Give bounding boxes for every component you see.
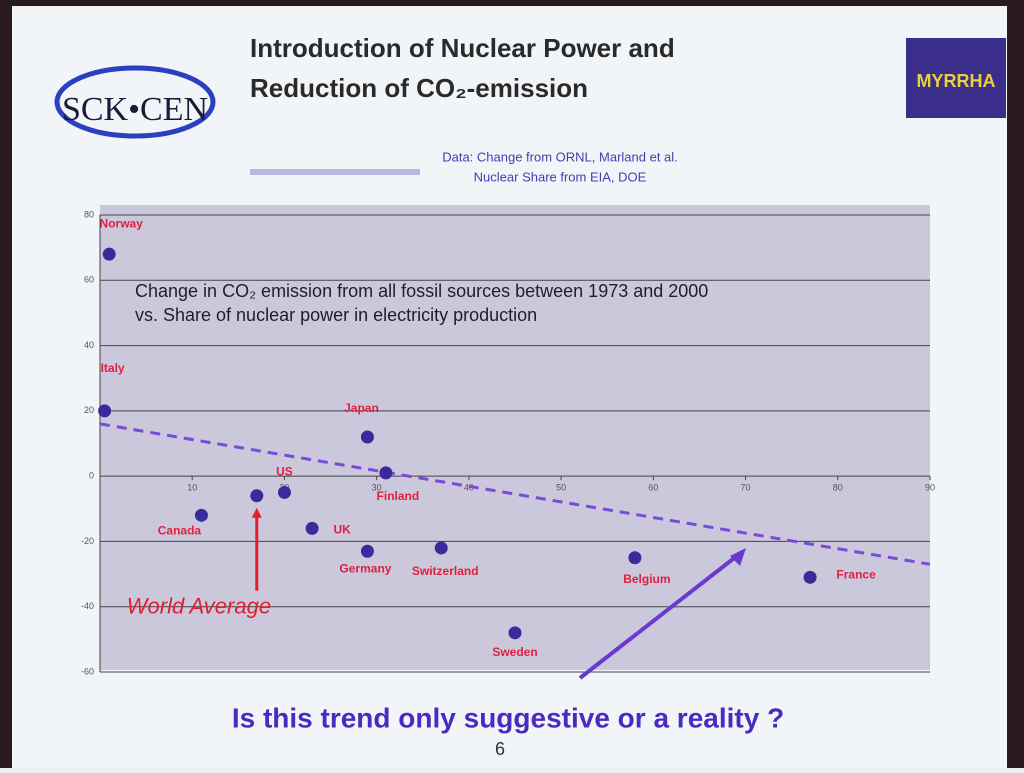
source-line1: Data: Change from ORNL, Marland et al. bbox=[442, 149, 678, 164]
point-label: Canada bbox=[158, 523, 202, 537]
point-label: US bbox=[276, 465, 293, 479]
x-tick-label: 10 bbox=[187, 483, 197, 493]
plot: -60-40-20020406080102030405060708090Norw… bbox=[81, 209, 935, 676]
point-label: Sweden bbox=[492, 645, 537, 659]
point bbox=[360, 430, 374, 444]
logo-right-bg bbox=[906, 38, 1006, 118]
point bbox=[628, 551, 642, 565]
y-tick-label: 0 bbox=[89, 471, 94, 481]
point bbox=[194, 508, 208, 522]
point bbox=[434, 541, 448, 555]
chart-title-line1: Change in CO₂ emission from all fossil s… bbox=[135, 281, 708, 301]
y-tick-label: 80 bbox=[84, 209, 94, 219]
y-tick-label: -40 bbox=[81, 601, 94, 611]
point-label: France bbox=[836, 568, 876, 582]
point bbox=[98, 404, 112, 418]
x-tick-label: 30 bbox=[372, 483, 382, 493]
point bbox=[508, 626, 522, 640]
point-label: Japan bbox=[344, 401, 379, 415]
x-tick-label: 70 bbox=[741, 483, 751, 493]
y-tick-label: -60 bbox=[81, 666, 94, 676]
plot-area bbox=[100, 205, 930, 670]
point bbox=[360, 544, 374, 558]
title-line1: Introduction of Nuclear Power and bbox=[250, 33, 675, 63]
x-tick-label: 60 bbox=[648, 483, 658, 493]
annotation-text: World Average bbox=[127, 594, 271, 619]
point bbox=[803, 570, 817, 584]
chart-title-line2: vs. Share of nuclear power in electricit… bbox=[135, 305, 537, 325]
y-tick-label: 60 bbox=[84, 275, 94, 285]
point-label: Germany bbox=[339, 561, 391, 575]
x-tick-label: 80 bbox=[833, 483, 843, 493]
page-number: 6 bbox=[495, 739, 505, 759]
footer-question: Is this trend only suggestive or a reali… bbox=[232, 702, 784, 733]
point-label: Italy bbox=[101, 361, 125, 375]
y-tick-label: -20 bbox=[81, 536, 94, 546]
point bbox=[379, 466, 393, 480]
annotation-point bbox=[250, 489, 264, 503]
point bbox=[102, 247, 116, 261]
point-label: Switzerland bbox=[412, 564, 479, 578]
logo-swoosh bbox=[54, 65, 216, 139]
source-line2: Nuclear Share from EIA, DOE bbox=[474, 169, 647, 184]
title-line2: Reduction of CO₂-emission bbox=[250, 73, 588, 103]
arrow-head bbox=[730, 548, 746, 566]
x-tick-label: 90 bbox=[925, 483, 935, 493]
point-label: UK bbox=[333, 523, 351, 537]
point bbox=[277, 485, 291, 499]
y-tick-label: 20 bbox=[84, 405, 94, 415]
x-tick-label: 50 bbox=[556, 483, 566, 493]
point-label: Norway bbox=[100, 216, 144, 230]
point bbox=[305, 521, 319, 535]
arrow bbox=[578, 550, 744, 680]
point-label: Belgium bbox=[623, 572, 670, 586]
logo-right: MYRRHA bbox=[917, 71, 996, 91]
logo-left: SCK•CEN bbox=[62, 91, 208, 128]
point-label: Finland bbox=[377, 489, 420, 503]
annotation-arrowhead bbox=[251, 507, 262, 518]
y-tick-label: 40 bbox=[84, 340, 94, 350]
trend-line bbox=[99, 422, 931, 566]
